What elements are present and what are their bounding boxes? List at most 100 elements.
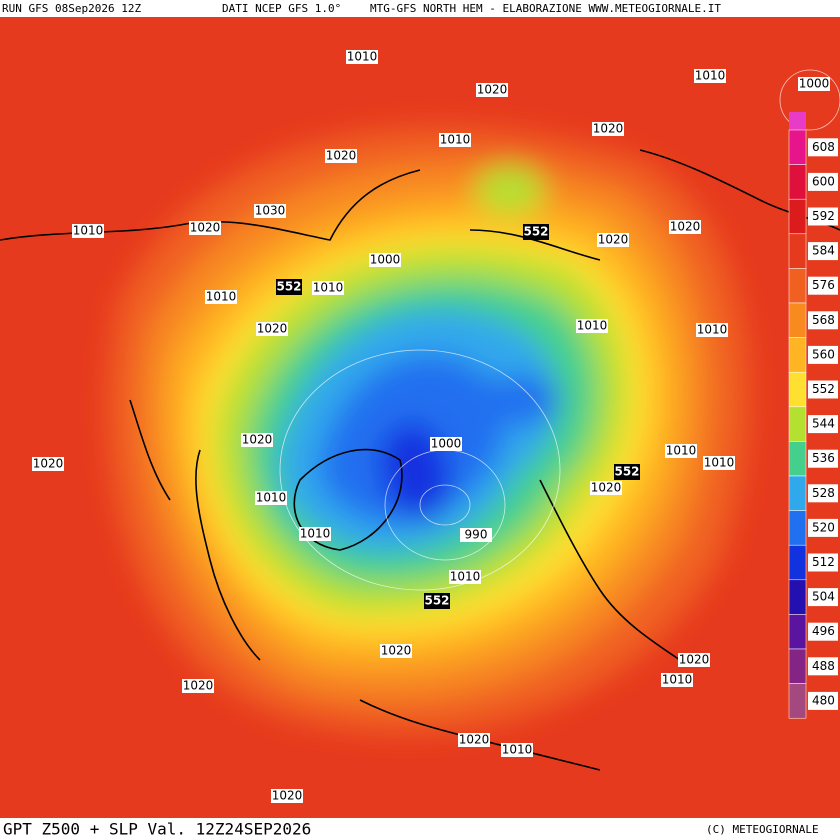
pressure-label-bg [669, 220, 701, 234]
colorbar: 608 600 592 584 576 568 560 552 544 536 528 520 512 5… [788, 112, 838, 719]
pressure-label-bg [325, 149, 357, 163]
footer-band [0, 818, 362, 840]
height-label-bg [523, 224, 549, 240]
pressure-label: 1000 [799, 77, 830, 91]
pressure-label: 1020 [679, 653, 710, 667]
pressure-label: 1000 [370, 253, 401, 267]
pressure-label: 1010 [256, 491, 287, 505]
product-label: MTG-GFS NORTH HEM - ELABORAZIONE WWW.MET… [370, 2, 721, 15]
pressure-label-bg [678, 653, 710, 667]
pressure-label: 1010 [577, 319, 608, 333]
pressure-label-bg [254, 204, 286, 218]
colorbar-label-bg [808, 242, 838, 261]
colorbar-label: 520 [812, 520, 835, 534]
colorbar-label: 584 [812, 244, 835, 258]
pressure-label: 1030 [255, 204, 286, 218]
colorbar-label: 560 [812, 347, 835, 361]
colorbar-label: 600 [812, 174, 835, 188]
colorbar-label: 504 [812, 590, 835, 604]
colorbar-label-bg [808, 276, 838, 295]
copyright-band [700, 820, 840, 840]
pressure-label: 1020 [33, 457, 64, 471]
pressure-label: 1010 [440, 133, 471, 147]
colorbar-cap [789, 112, 806, 130]
pressure-label-bg [460, 528, 492, 542]
colorbar-swatch [788, 544, 807, 581]
pressure-label: 1020 [459, 733, 490, 747]
colorbar-swatch [788, 510, 807, 546]
colorbar-swatch [788, 406, 807, 442]
colorbar-label: 576 [812, 278, 835, 292]
height-label: 552 [276, 280, 301, 294]
pressure-label: 1020 [257, 322, 288, 336]
run-label: RUN GFS 08Sep2026 12Z [2, 2, 141, 15]
pressure-label-bg [72, 224, 104, 238]
colorbar-swatch [788, 371, 807, 408]
height-label-bg [276, 279, 302, 295]
pressure-label-bg [312, 281, 344, 295]
colorbar-swatch [788, 441, 807, 477]
colorbar-swatch [788, 614, 807, 650]
header-band [0, 0, 840, 17]
pressure-label-bg [346, 50, 378, 64]
pressure-label-bg [597, 233, 629, 247]
pressure-label: 1010 [313, 281, 344, 295]
pressure-label-bg [430, 437, 462, 451]
pressure-label: 1020 [593, 122, 624, 136]
pressure-label-bg [501, 743, 533, 757]
copyright: (C) METEOGIORNALE [706, 823, 819, 836]
pressure-label: 1010 [662, 673, 693, 687]
pressure-label-bg [182, 679, 214, 693]
pressure-label: 990 [465, 528, 488, 542]
pressure-label: 1020 [326, 149, 357, 163]
height-label: 552 [614, 465, 639, 479]
pressure-label-bg [205, 290, 237, 304]
field-blobs [108, 127, 749, 733]
colorbar-label-bg [808, 553, 838, 572]
pressure-label: 1010 [206, 290, 237, 304]
colorbar-swatch [788, 475, 807, 511]
pressure-label: 1010 [300, 527, 331, 541]
pressure-label: 1020 [183, 679, 214, 693]
colorbar-label-bg [808, 415, 838, 434]
pressure-label: 1010 [666, 444, 697, 458]
pressure-label-bg [665, 444, 697, 458]
colorbar-swatch [788, 683, 807, 719]
colorbar-label: 552 [812, 382, 835, 396]
pressure-label-bg [696, 323, 728, 337]
pressure-label-bg [256, 322, 288, 336]
pressure-label-bg [798, 77, 830, 91]
colorbar-swatch [788, 579, 807, 615]
colorbar-label: 592 [812, 209, 835, 223]
field-cell [475, 165, 545, 215]
colorbar-label-bg [808, 622, 838, 641]
height-field [0, 17, 840, 818]
pressure-label: 1010 [502, 743, 533, 757]
pressure-label: 1020 [477, 83, 508, 97]
pressure-label-bg [476, 83, 508, 97]
colorbar-label-bg [808, 588, 838, 607]
pressure-label-bg [576, 319, 608, 333]
height-label: 552 [523, 225, 548, 239]
pressure-label-bg [299, 527, 331, 541]
colorbar-label: 512 [812, 555, 835, 569]
colorbar-label: 536 [812, 451, 835, 465]
colorbar-label: 488 [812, 659, 835, 673]
pressure-label-bg [369, 253, 401, 267]
height-label-bg [614, 464, 640, 480]
colorbar-label: 608 [812, 140, 835, 154]
colorbar-label-bg [808, 172, 838, 191]
pressure-label: 1020 [670, 220, 701, 234]
colorbar-label-bg [808, 345, 838, 364]
colorbar-swatch [788, 129, 807, 165]
colorbar-label-bg [808, 207, 838, 226]
pressure-label: 1010 [73, 224, 104, 238]
colorbar-label: 528 [812, 486, 835, 500]
colorbar-label-bg [808, 138, 838, 157]
pressure-label-bg [694, 69, 726, 83]
colorbar-swatch [788, 337, 807, 373]
colorbar-label-bg [808, 380, 838, 399]
pressure-label: 1020 [190, 221, 221, 235]
colorbar-label-bg [808, 691, 838, 710]
